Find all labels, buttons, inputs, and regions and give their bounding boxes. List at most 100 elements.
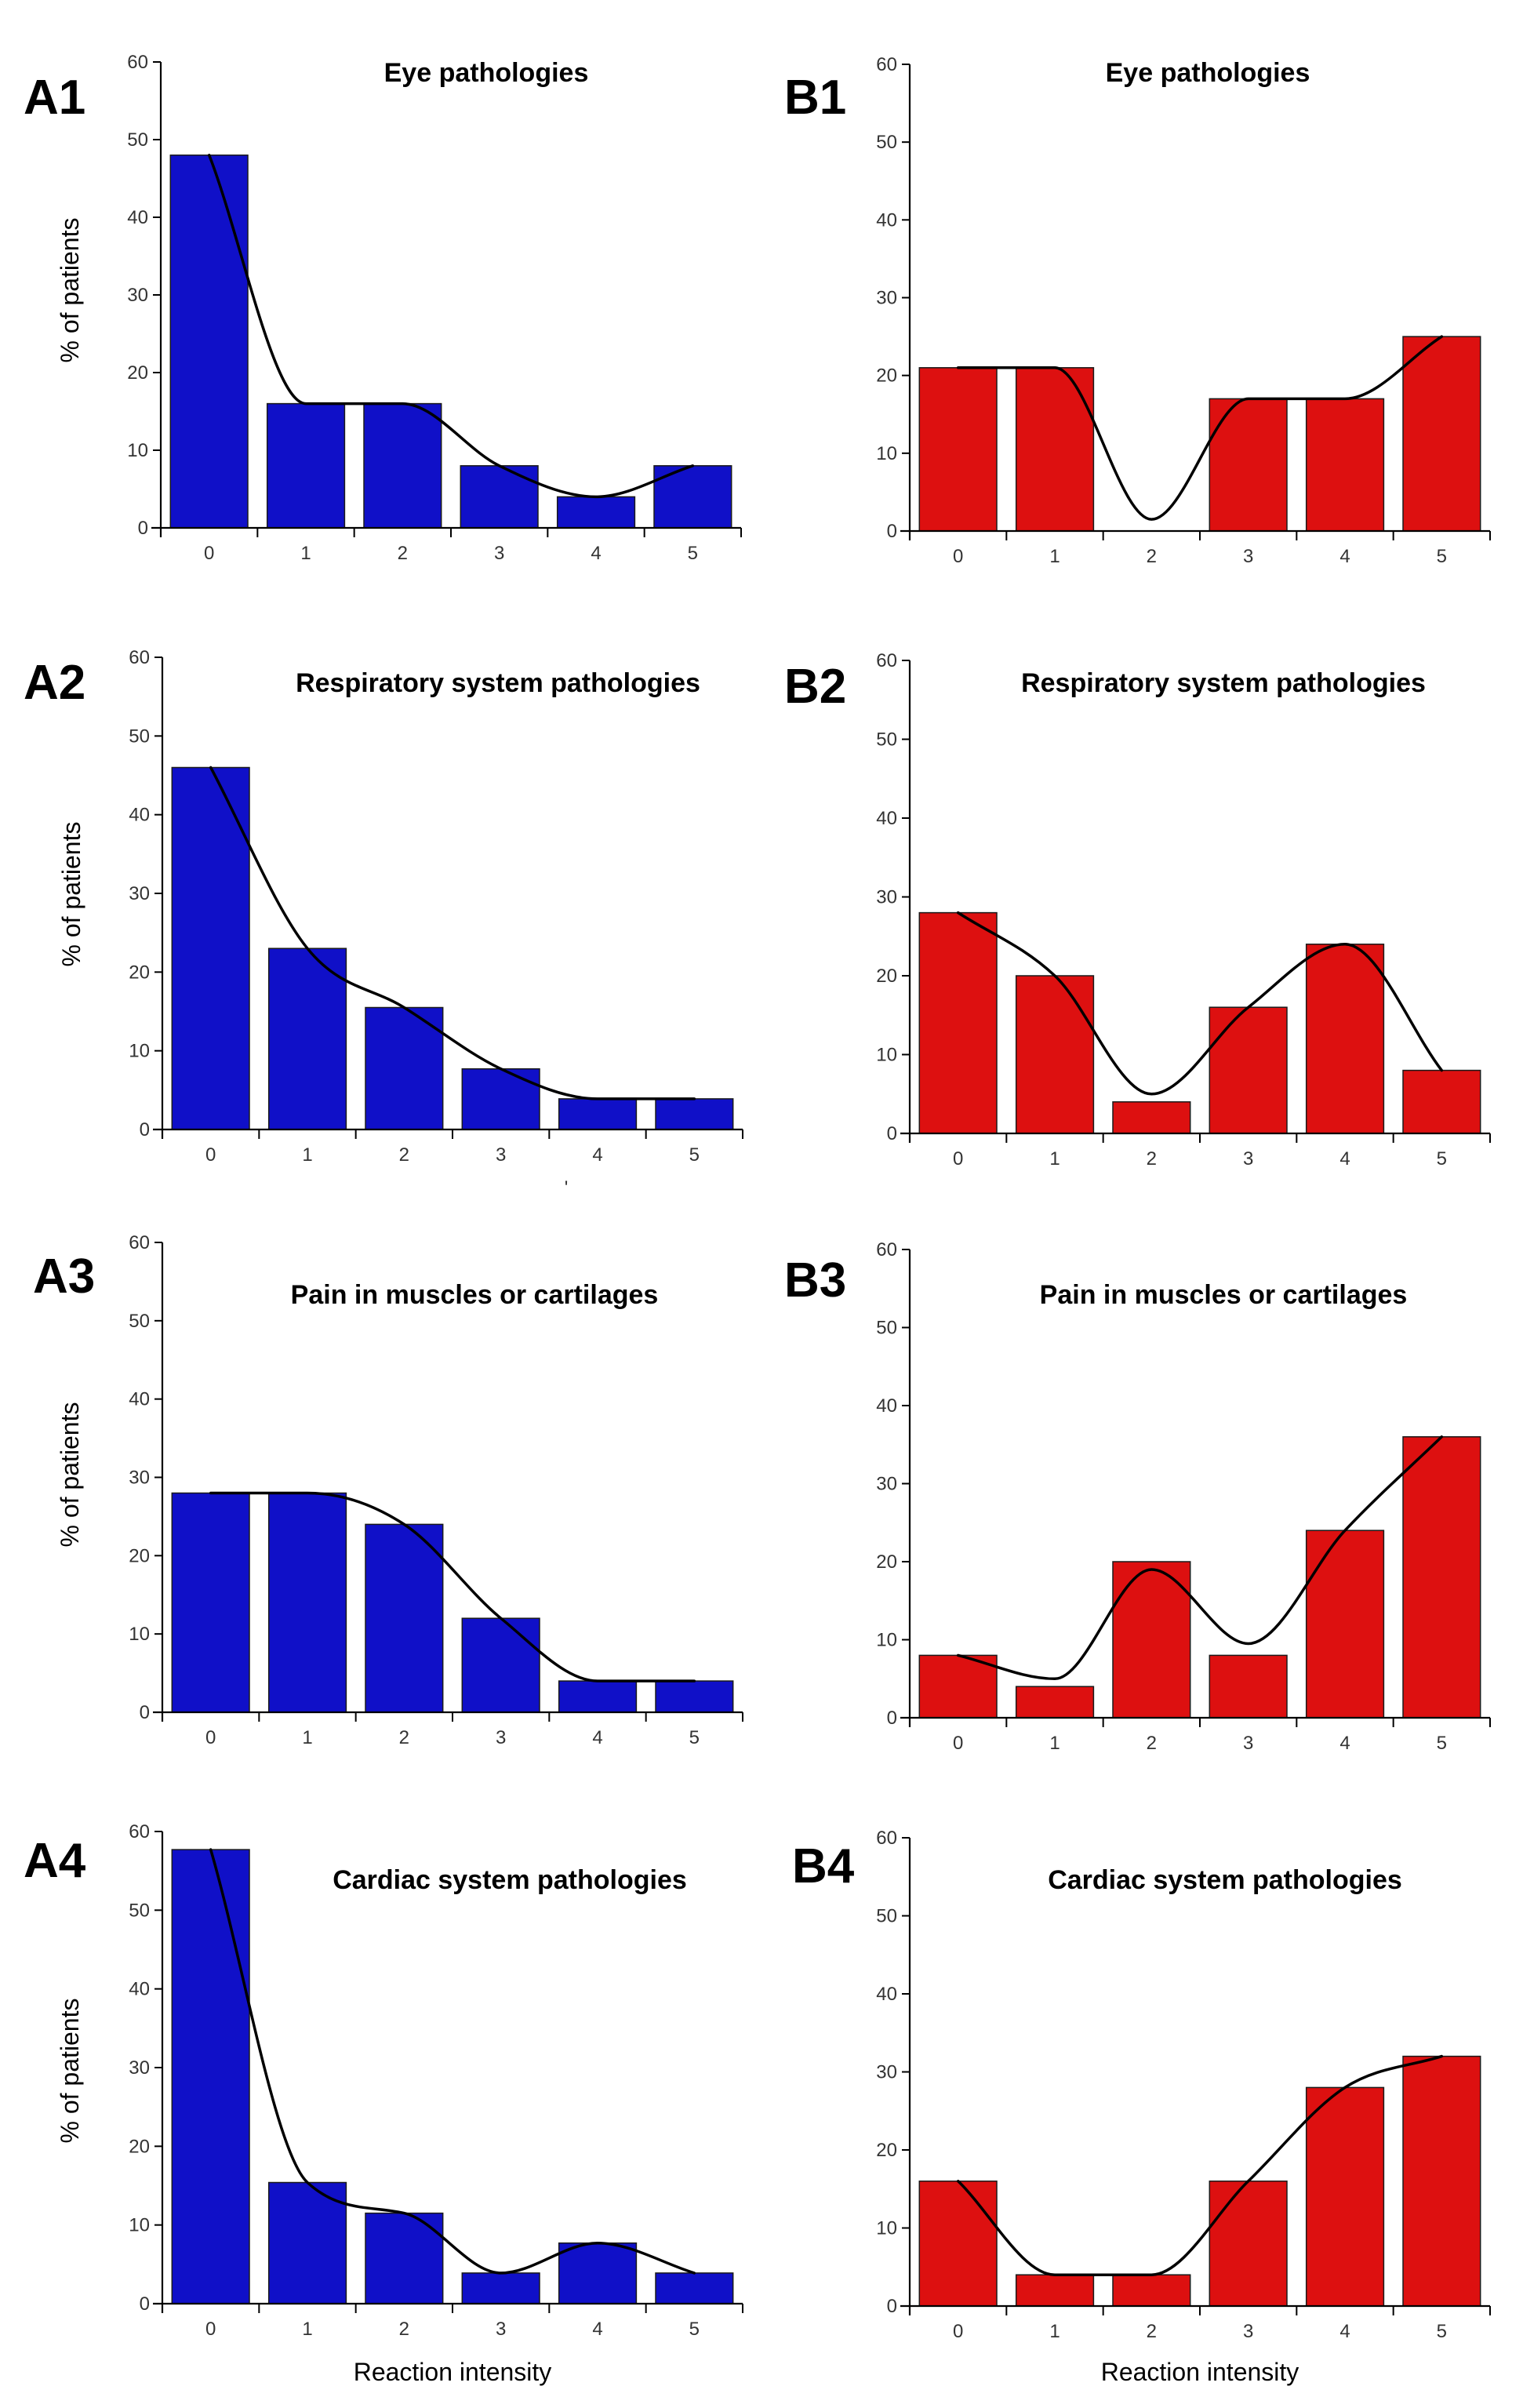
y-tick-label: 10 <box>129 1624 150 1645</box>
x-tick-label: 2 <box>1147 546 1157 567</box>
y-tick-label: 20 <box>876 366 897 387</box>
x-axis-title: Reaction intensity <box>1101 2358 1299 2386</box>
x-tick-label: 3 <box>494 543 504 564</box>
bar-5 <box>655 1680 734 1713</box>
bar-4 <box>556 496 636 529</box>
x-tick-label: 1 <box>1049 1148 1060 1169</box>
y-axis-title: % of patients <box>57 822 85 967</box>
chart-panel-b2: B2 Respiratory system pathologies01020304… <box>784 650 1491 1169</box>
y-tick-label: 0 <box>138 518 148 539</box>
y-tick-label: 50 <box>876 1906 897 1927</box>
bar-0 <box>171 1492 250 1713</box>
y-tick-label: 60 <box>876 650 897 671</box>
bar-1 <box>1015 2274 1095 2307</box>
x-tick-label: 2 <box>398 543 408 564</box>
y-tick-label: 0 <box>140 1119 150 1140</box>
bar-3 <box>461 1068 540 1130</box>
y-tick-label: 20 <box>876 966 897 987</box>
y-tick-label: 10 <box>127 440 148 461</box>
y-tick-label: 30 <box>129 2057 150 2079</box>
chart-title: Cardiac system pathologies <box>1048 1865 1402 1895</box>
chart-panel-a3: A3 Pain in muscles or cartilages010203040… <box>33 1232 743 1748</box>
x-tick-label: 5 <box>689 1727 700 1748</box>
y-tick-label: 0 <box>887 2296 897 2317</box>
y-tick-label: 20 <box>129 962 150 983</box>
x-tick-label: 2 <box>1147 1148 1157 1169</box>
chart-title: Cardiac system pathologies <box>333 1865 687 1895</box>
y-tick-label: 40 <box>129 1389 150 1410</box>
bar-2 <box>1112 1101 1191 1134</box>
bar-4 <box>1305 398 1385 532</box>
trend-line <box>207 154 695 499</box>
x-tick-label: 2 <box>399 1144 409 1166</box>
x-tick-label: 2 <box>399 1727 409 1748</box>
y-tick-label: 40 <box>876 1395 897 1417</box>
bar-2 <box>1112 2274 1191 2307</box>
panel-label: A2 <box>24 656 85 710</box>
bar-0 <box>171 766 250 1130</box>
bar-3 <box>460 465 539 529</box>
bar-0 <box>918 367 998 532</box>
x-tick-label: 2 <box>1147 2321 1157 2342</box>
bar-1 <box>267 1492 347 1713</box>
x-tick-label: 3 <box>1243 546 1253 567</box>
x-tick-label: 5 <box>1437 546 1447 567</box>
y-tick-label: 10 <box>129 1041 150 1062</box>
bar-0 <box>171 1849 250 2304</box>
bar-1 <box>1015 1686 1095 1719</box>
x-tick-label: 3 <box>496 2319 506 2340</box>
x-tick-label: 0 <box>205 1144 216 1166</box>
y-tick-label: 30 <box>129 1468 150 1489</box>
x-tick-label: 4 <box>1339 1148 1350 1169</box>
y-tick-label: 30 <box>876 1474 897 1495</box>
bar-3 <box>461 2272 540 2304</box>
y-tick-label: 10 <box>876 1045 897 1066</box>
panel-label: A3 <box>33 1249 95 1304</box>
bar-4 <box>1305 1530 1385 1719</box>
x-tick-label: 5 <box>1437 1733 1447 1754</box>
bar-1 <box>1015 367 1095 532</box>
y-axis-title: % of patients <box>56 1999 84 2144</box>
y-tick-label: 60 <box>876 1239 897 1260</box>
bar-5 <box>1402 336 1481 532</box>
bar-5 <box>1402 1069 1481 1134</box>
y-tick-label: 20 <box>876 2140 897 2161</box>
x-tick-label: 0 <box>953 546 963 567</box>
y-axis-title: % of patients <box>56 218 84 363</box>
x-axis-title: Reaction intensity <box>354 2358 552 2386</box>
panel-label: B4 <box>792 1839 855 1893</box>
y-tick-label: 30 <box>876 2062 897 2083</box>
y-tick-label: 60 <box>129 1821 150 1842</box>
y-tick-label: 10 <box>129 2215 150 2236</box>
y-tick-label: 20 <box>129 2136 150 2157</box>
chart-title: Pain in muscles or cartilages <box>291 1280 659 1310</box>
bar-1 <box>266 402 346 529</box>
chart-title: Pain in muscles or cartilages <box>1040 1280 1408 1310</box>
chart-panel-b3: B3 Pain in muscles or cartilages010203040… <box>784 1239 1491 1754</box>
x-tick-label: 3 <box>496 1727 506 1748</box>
panel-label: A4 <box>24 1834 86 1888</box>
chart-title: Respiratory system pathologies <box>296 668 700 698</box>
x-tick-label: 4 <box>1339 546 1350 567</box>
stray-mark: ' <box>565 1177 569 1199</box>
x-tick-label: 5 <box>1437 1148 1447 1169</box>
y-tick-label: 50 <box>129 1900 150 1921</box>
x-tick-label: 1 <box>1049 2321 1060 2342</box>
y-tick-label: 20 <box>127 362 148 384</box>
trend-line <box>209 1848 696 2275</box>
y-tick-label: 40 <box>129 1979 150 2000</box>
bar-5 <box>1402 1436 1481 1719</box>
x-tick-label: 0 <box>204 543 214 564</box>
y-tick-label: 60 <box>129 1232 150 1253</box>
x-tick-label: 4 <box>591 543 601 564</box>
bar-0 <box>169 155 249 529</box>
y-tick-label: 0 <box>887 521 897 542</box>
x-tick-label: 2 <box>399 2319 409 2340</box>
x-tick-label: 0 <box>953 1148 963 1169</box>
trend-line <box>956 1435 1444 1681</box>
y-tick-label: 60 <box>129 647 150 668</box>
bar-5 <box>655 2272 734 2304</box>
bar-4 <box>558 1098 638 1130</box>
y-axis-title: % of patients <box>56 1402 84 1548</box>
x-tick-label: 3 <box>496 1144 506 1166</box>
